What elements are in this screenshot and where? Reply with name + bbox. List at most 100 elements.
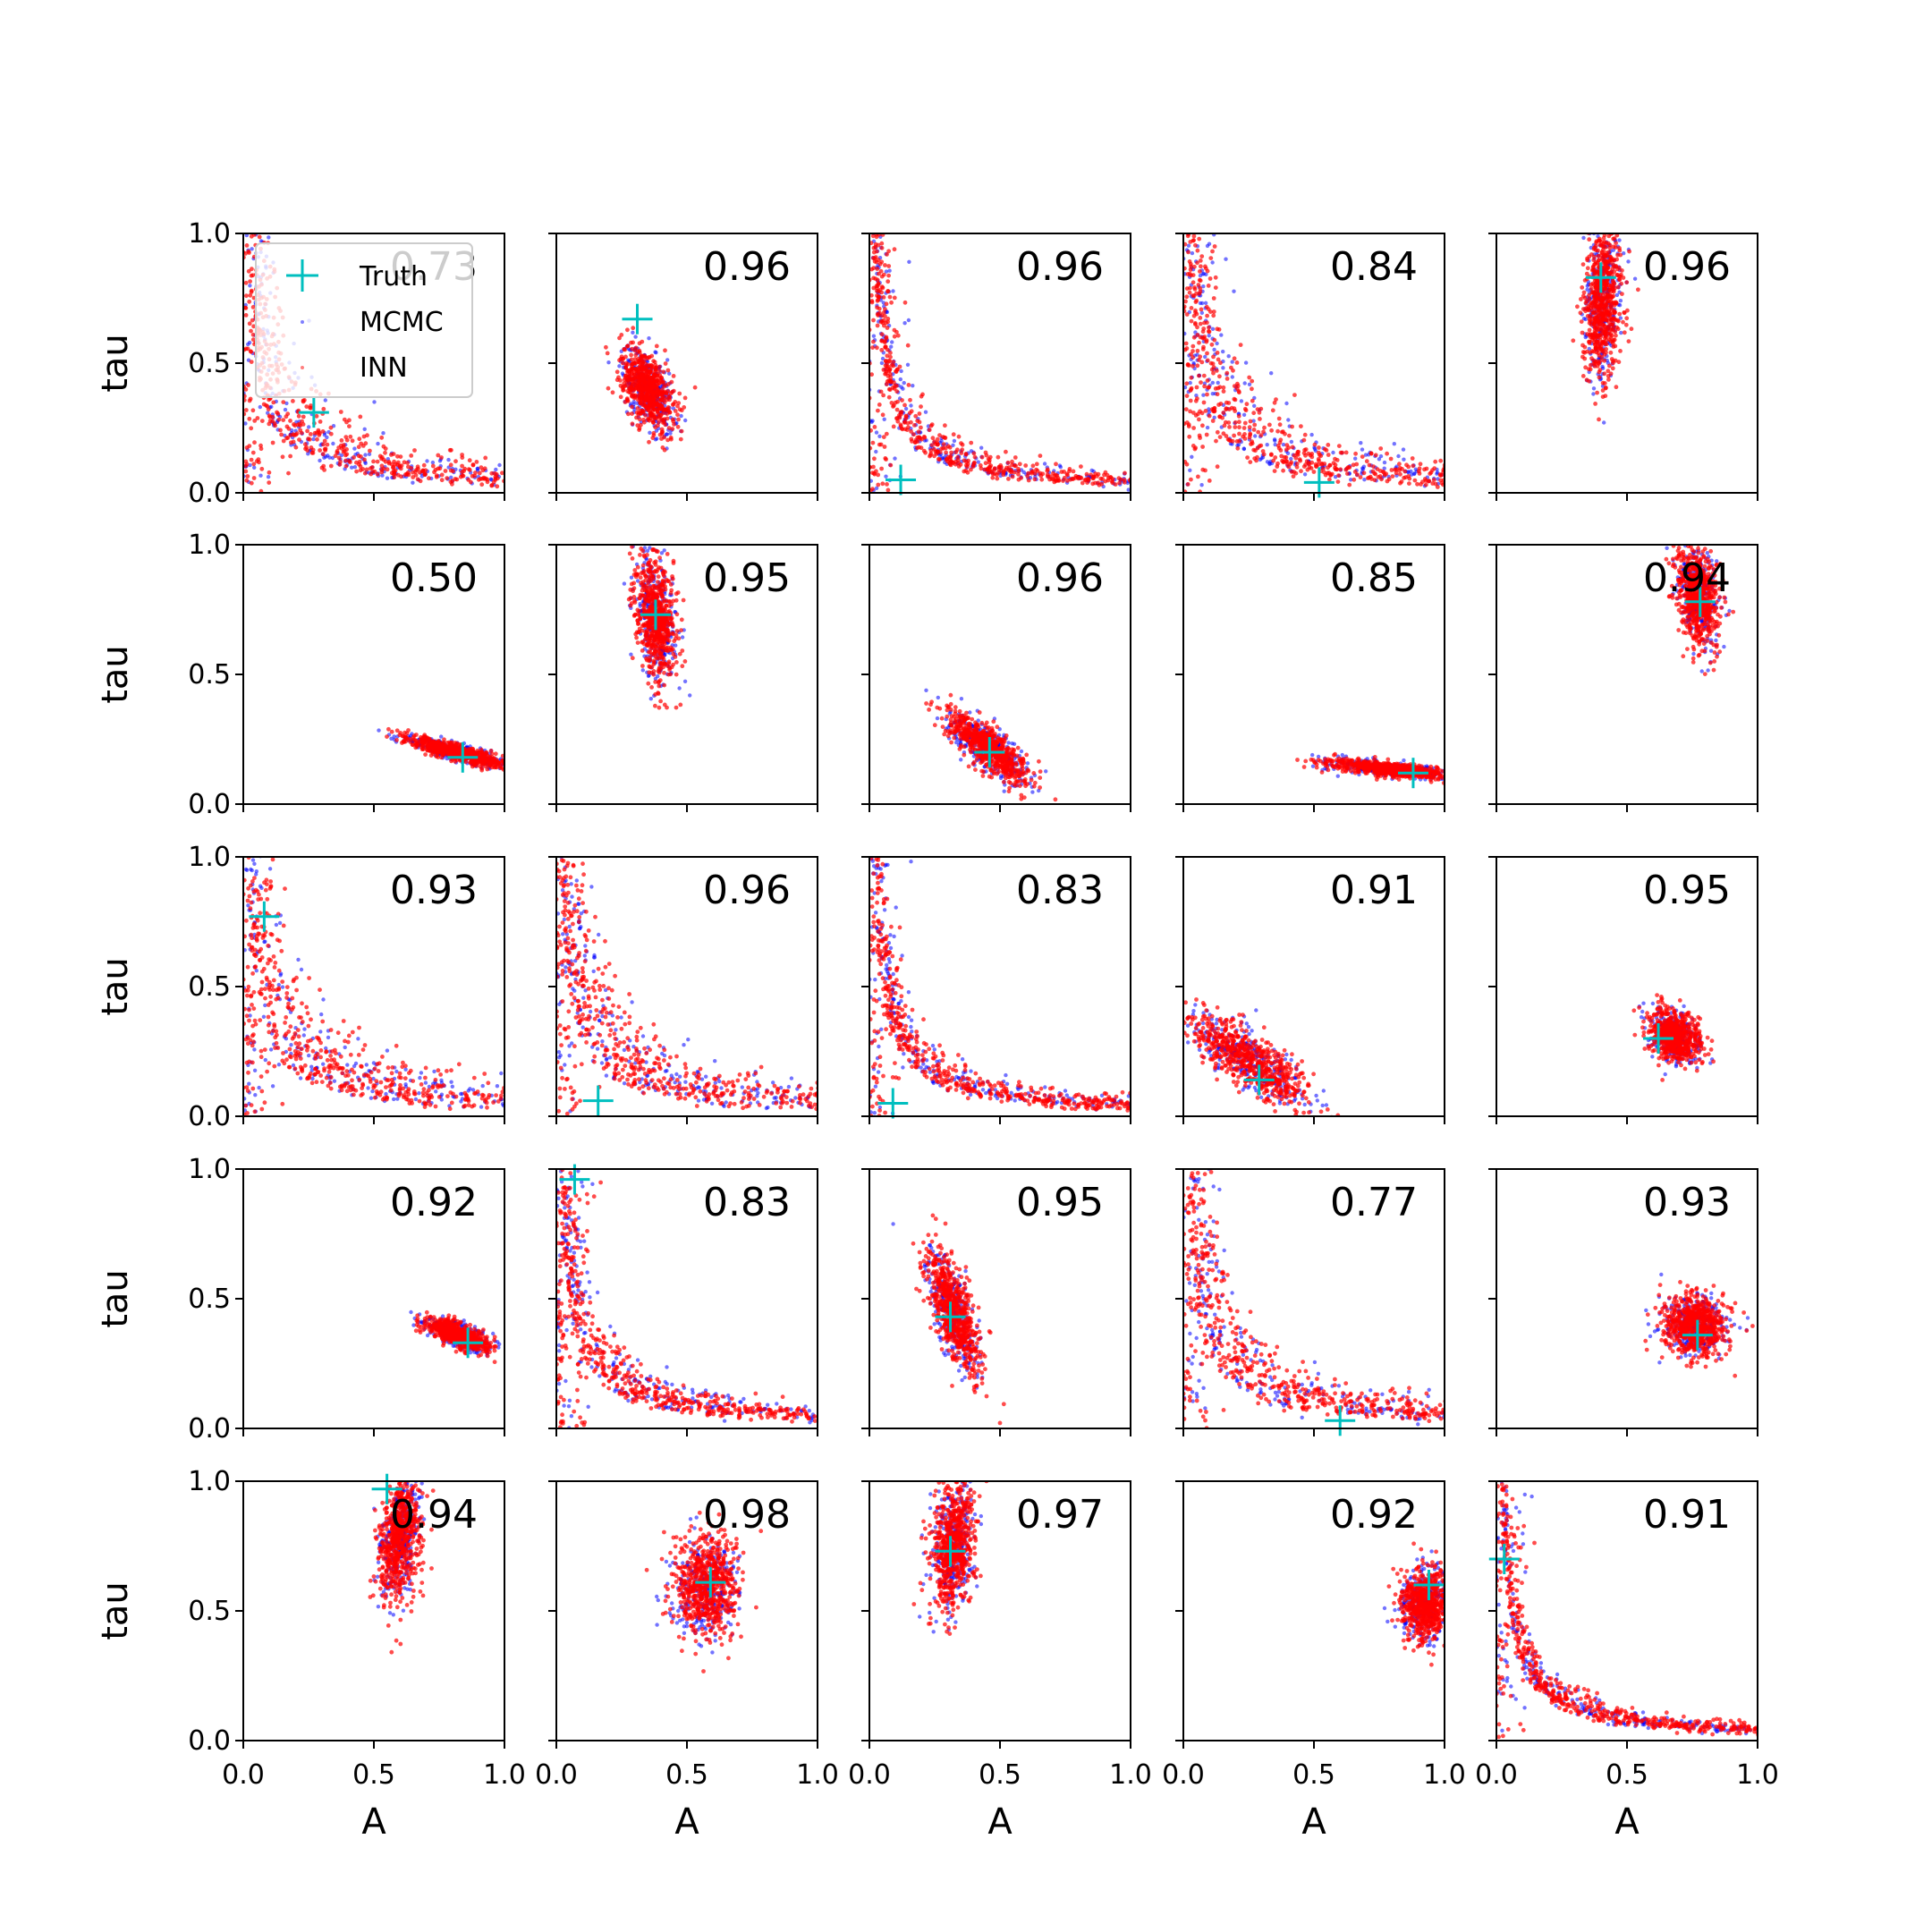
- inn-point: [416, 466, 420, 471]
- inn-point: [945, 459, 950, 464]
- panel-5: 0.96: [1488, 229, 1758, 501]
- mcmc-point: [1184, 144, 1188, 148]
- inn-point: [1230, 438, 1235, 444]
- inn-point: [1208, 207, 1212, 211]
- inn-point: [1244, 402, 1250, 407]
- inn-point: [1232, 384, 1237, 388]
- inn-point: [1039, 477, 1045, 482]
- inn-point: [1189, 204, 1193, 208]
- inn-point: [1335, 479, 1341, 484]
- inn-point: [868, 9, 872, 13]
- inn-point: [259, 466, 265, 471]
- inn-point: [1284, 459, 1290, 464]
- inn-point: [246, 163, 250, 167]
- legend-label: Truth: [359, 261, 428, 292]
- mcmc-point: [250, 247, 254, 251]
- inn-point: [1198, 354, 1203, 360]
- inn-point: [915, 439, 920, 445]
- inn-point: [254, 81, 258, 86]
- mcmc-point: [1193, 67, 1197, 71]
- inn-point: [1188, 80, 1192, 84]
- inn-point: [1364, 459, 1369, 464]
- inn-point: [621, 384, 626, 389]
- inn-point: [869, 157, 874, 161]
- inn-point: [1607, 271, 1613, 276]
- mcmc-point: [244, 52, 248, 55]
- inn-point: [368, 448, 372, 453]
- inn-point: [1233, 425, 1238, 429]
- inn-point: [653, 395, 658, 400]
- inn-point: [1619, 281, 1624, 286]
- mcmc-point: [411, 480, 415, 485]
- inn-point: [1203, 264, 1208, 269]
- inn-point: [1248, 460, 1253, 464]
- inn-point: [250, 110, 255, 114]
- mcmc-point: [250, 181, 254, 184]
- inn-point: [1605, 259, 1609, 265]
- inn-point: [1188, 285, 1192, 291]
- inn-point: [871, 153, 876, 157]
- inn-point: [1445, 480, 1450, 485]
- inn-point: [1592, 262, 1597, 267]
- mcmc-point: [979, 445, 984, 450]
- inn-point: [650, 436, 656, 440]
- inn-point: [892, 295, 897, 301]
- inn-point: [1195, 396, 1199, 401]
- mcmc-point: [1273, 442, 1277, 447]
- inn-point: [895, 333, 901, 338]
- inn-point: [659, 403, 665, 409]
- inn-point: [1600, 340, 1606, 345]
- inn-point: [885, 326, 890, 330]
- inn-point: [869, 9, 873, 13]
- inn-point: [288, 419, 292, 423]
- mcmc-point: [244, 0, 248, 2]
- inn-point: [888, 379, 894, 385]
- inn-point: [1038, 470, 1043, 476]
- inn-point: [659, 436, 664, 441]
- inn-point: [246, 268, 251, 274]
- mcmc-point: [284, 401, 289, 406]
- inn-point: [1224, 377, 1230, 381]
- mcmc-point: [1201, 284, 1206, 289]
- inn-point: [1317, 445, 1321, 450]
- inn-point: [507, 474, 512, 479]
- inn-point: [1599, 313, 1604, 318]
- inn-point: [872, 164, 877, 168]
- inn-point: [1358, 475, 1363, 479]
- inn-point: [1202, 384, 1207, 389]
- inn-point: [358, 464, 363, 469]
- inn-point: [881, 368, 886, 372]
- inn-point: [249, 205, 253, 209]
- inn-point: [243, 280, 249, 285]
- inn-point: [250, 332, 256, 337]
- inn-point: [477, 470, 482, 476]
- inn-point: [1140, 481, 1145, 486]
- inn-point: [1195, 363, 1200, 369]
- inn-point: [1587, 339, 1592, 344]
- inn-point: [1258, 433, 1264, 437]
- inn-point: [1584, 271, 1589, 276]
- inn-point: [877, 402, 882, 407]
- inn-point: [309, 450, 315, 455]
- inn-point: [663, 348, 667, 353]
- mcmc-point: [1191, 106, 1194, 110]
- mcmc-point: [430, 460, 436, 465]
- inn-point: [878, 389, 884, 394]
- inn-point: [258, 488, 264, 493]
- inn-point: [1197, 433, 1202, 438]
- inn-point: [1309, 452, 1315, 456]
- inn-point: [873, 189, 877, 193]
- mcmc-point: [1215, 341, 1219, 346]
- inn-point: [1140, 482, 1144, 487]
- inn-point: [1192, 264, 1197, 269]
- inn-point: [677, 391, 682, 396]
- mcmc-point: [882, 417, 886, 421]
- inn-point: [618, 378, 623, 383]
- mcmc-point: [1617, 229, 1621, 233]
- inn-point: [1607, 316, 1613, 321]
- inn-point: [281, 438, 286, 444]
- inn-point: [877, 442, 882, 447]
- inn-point: [1184, 197, 1189, 201]
- inn-point: [1227, 425, 1232, 429]
- mcmc-point: [283, 407, 288, 412]
